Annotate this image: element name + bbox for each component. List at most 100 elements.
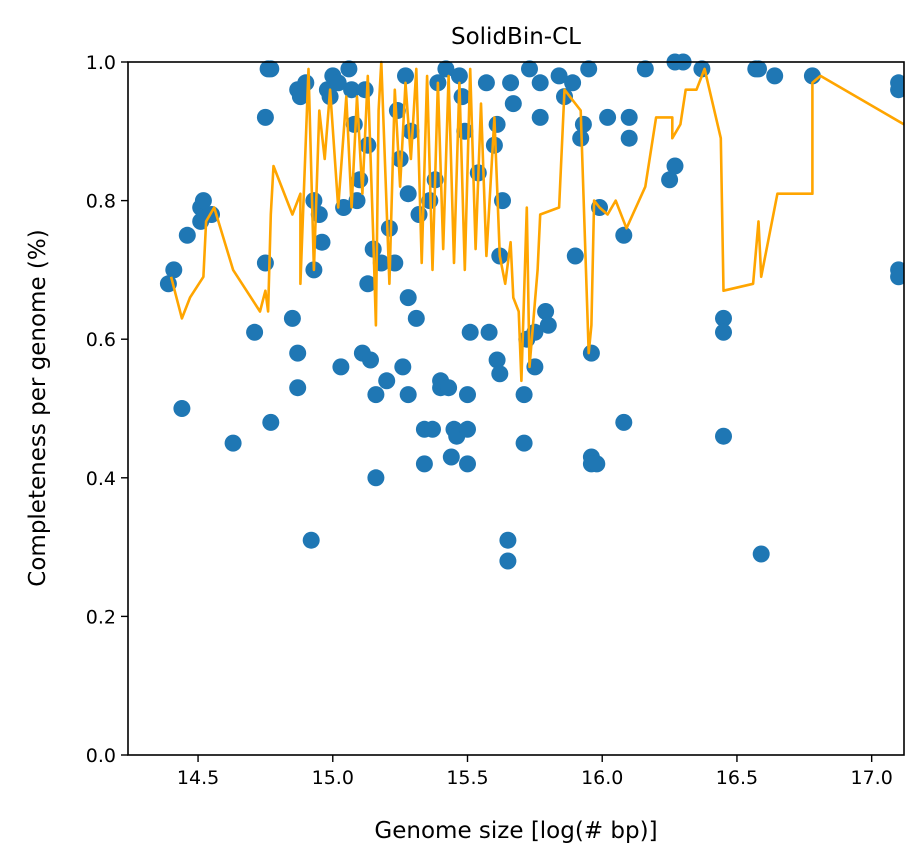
scatter-point-136: [890, 268, 904, 286]
scatter-point-8: [224, 434, 242, 452]
scatter-point-20: [297, 74, 315, 92]
scatter-point-85: [491, 365, 509, 383]
scatter-point-3: [178, 226, 196, 244]
scatter-point-14: [262, 413, 280, 431]
scatter-point-62: [424, 420, 441, 438]
scatter-point-23: [305, 192, 323, 210]
scatter-point-99: [531, 108, 549, 126]
scatter-point-38: [356, 81, 374, 99]
scatter-point-30: [332, 358, 350, 376]
scatter-point-105: [566, 247, 584, 265]
scatter-point-59: [415, 455, 433, 473]
scatter-point-67: [437, 60, 455, 78]
scatter-point-126: [715, 323, 732, 341]
scatter-point-125: [715, 309, 732, 327]
scatter-point-88: [499, 531, 517, 549]
scatter-point-46: [378, 372, 396, 390]
plot-data: [159, 53, 904, 570]
scatter-point-25: [313, 233, 331, 251]
x-axis-label: Genome size [log(# bp)]: [374, 818, 657, 844]
scatter-point-9: [246, 323, 264, 341]
y-tick-label: 0.6: [86, 329, 116, 351]
chart-title: SolidBin-CL: [451, 24, 581, 50]
scatter-point-13: [262, 60, 280, 78]
scatter-point-75: [459, 420, 476, 438]
scatter-point-102: [550, 67, 568, 85]
y-axis-label: Completeness per genome (%): [25, 229, 51, 586]
scatter-point-2: [173, 400, 191, 417]
scatter-point-116: [615, 226, 633, 244]
scatter-point-21: [302, 531, 320, 549]
scatter-point-115: [615, 413, 633, 431]
scatter-point-77: [459, 386, 476, 404]
scatter-point-57: [407, 309, 425, 327]
scatter-point-81: [480, 323, 498, 341]
scatter-point-98: [531, 74, 549, 92]
scatter-point-53: [399, 185, 417, 203]
scatter-point-10: [256, 254, 274, 272]
scatter-point-19: [291, 88, 309, 106]
scatter-point-69: [442, 448, 460, 466]
scatter-point-134: [890, 74, 904, 92]
scatter-point-117: [620, 108, 638, 126]
scatter-point-55: [399, 289, 417, 307]
scatter-point-76: [459, 455, 476, 473]
scatter-point-83: [488, 115, 506, 133]
plot-area: [159, 53, 904, 570]
scatter-point-100: [537, 303, 555, 320]
scatter-point-93: [515, 434, 533, 452]
scatter-point-11: [256, 108, 274, 126]
scatter-point-127: [715, 427, 732, 445]
scatter-point-131: [766, 67, 784, 85]
scatter-point-68: [440, 379, 458, 397]
x-tick-label: 16.5: [716, 767, 758, 789]
y-tick-label: 0.4: [86, 468, 116, 490]
x-axis: 14.5 15.0 15.5 16.0 16.5 17.0: [177, 755, 893, 789]
scatter-point-43: [367, 386, 385, 404]
plot-frame: [127, 61, 905, 756]
scatter-point-32: [340, 60, 358, 78]
y-tick-label: 0.8: [86, 191, 116, 213]
scatter-point-44: [367, 469, 385, 487]
scatter-point-118: [620, 129, 638, 147]
scatter-point-114: [599, 108, 617, 126]
scatter-point-56: [402, 122, 420, 140]
scatter-point-107: [574, 115, 592, 133]
scatter-point-52: [397, 67, 414, 85]
scatter-point-84: [488, 351, 506, 369]
scatter-point-91: [504, 95, 522, 113]
scatter-point-29: [329, 74, 347, 92]
x-tick-label: 15.0: [312, 767, 354, 789]
x-tick-label: 16.0: [581, 767, 623, 789]
scatter-point-15: [283, 309, 301, 327]
y-tick-label: 1.0: [86, 52, 116, 74]
scatter-point-120: [661, 171, 679, 189]
scatter-point-1: [165, 261, 183, 279]
scatter-point-72: [450, 67, 468, 85]
scatter-point-112: [588, 455, 606, 473]
scatter-point-108: [580, 60, 598, 78]
scatter-point-39: [359, 136, 377, 154]
scatter-point-33: [343, 81, 361, 99]
scatter-point-97: [526, 323, 544, 341]
scatter-point-17: [289, 344, 307, 362]
scatter-point-80: [477, 74, 495, 92]
scatter-point-92: [515, 386, 533, 404]
scatter-point-121: [666, 157, 684, 175]
scatter-point-101: [539, 316, 557, 334]
y-tick-label: 0.0: [86, 745, 116, 767]
scatter-point-119: [636, 60, 654, 78]
scatter-point-51: [394, 358, 412, 376]
scatter-point-78: [461, 323, 479, 341]
y-axis: 0.0 0.2 0.4 0.6 0.8 1.0: [86, 52, 128, 767]
scatter-point-40: [359, 275, 377, 293]
scatter-point-129: [750, 60, 767, 78]
scatter-point-47: [380, 219, 398, 237]
scatter-point-95: [521, 60, 538, 78]
x-tick-label: 14.5: [177, 767, 219, 789]
scatter-point-89: [499, 552, 517, 570]
x-tick-label: 17.0: [851, 767, 893, 789]
scatter-point-50: [391, 150, 409, 168]
y-tick-label: 0.2: [86, 606, 116, 628]
scatter-point-109: [582, 344, 600, 362]
